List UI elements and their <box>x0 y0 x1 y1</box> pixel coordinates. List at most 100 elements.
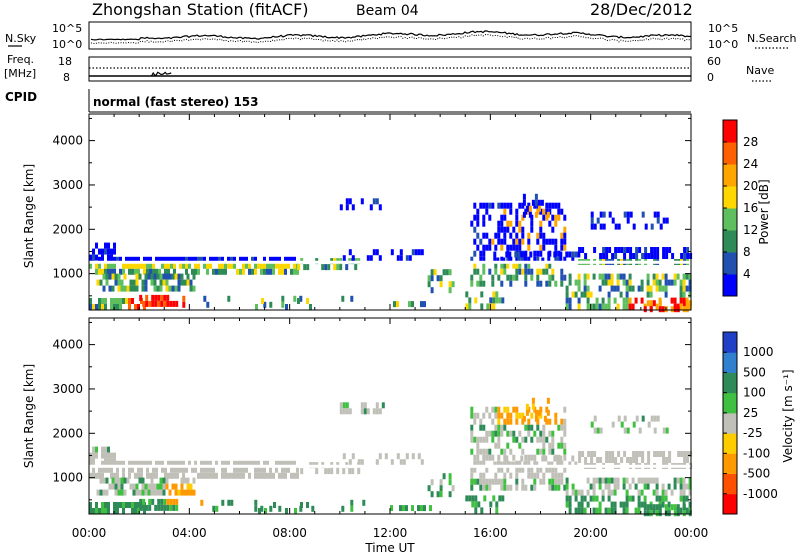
x-tick-labels: 00:00 04:00 08:00 12:00 16:00 20:00 00:00 <box>72 526 709 540</box>
velocity-cell <box>520 455 524 462</box>
power-cell <box>506 202 510 209</box>
power-cell <box>287 262 290 269</box>
power-cell <box>548 274 552 281</box>
velocity-cell <box>137 460 140 467</box>
power-cell <box>623 247 627 253</box>
velocity-cell <box>506 460 510 467</box>
power-cell <box>479 202 483 209</box>
velocity-cell <box>631 477 635 484</box>
velocity-cell <box>126 477 130 484</box>
velocity-cell <box>306 502 309 508</box>
power-cell <box>571 257 575 264</box>
power-cell <box>146 262 149 269</box>
velocity-cell <box>667 501 671 508</box>
velocity-cell <box>402 459 406 466</box>
power-cell <box>559 257 563 264</box>
power-cell <box>610 279 614 286</box>
power-cell <box>197 268 200 275</box>
velocity-cell <box>242 460 245 467</box>
velocity-cell <box>683 457 687 463</box>
noise-sky-line <box>90 30 692 41</box>
power-cell <box>119 268 122 275</box>
power-cell <box>568 251 572 258</box>
power-cell <box>503 262 507 269</box>
power-cell <box>163 300 167 307</box>
velocity-cell <box>345 408 349 415</box>
velocity-cell <box>142 498 146 505</box>
velocity-cell <box>336 468 340 475</box>
power-cell <box>665 217 669 224</box>
velocity-cell <box>531 403 535 410</box>
velocity-cell <box>101 452 104 459</box>
velocity-cell <box>682 489 686 496</box>
power-cell <box>491 280 495 287</box>
velocity-cell <box>530 484 534 491</box>
power-cell <box>119 298 122 304</box>
velocity-cell <box>230 499 234 506</box>
velocity-cell <box>147 489 151 496</box>
power-cell <box>628 279 632 286</box>
power-cell <box>661 306 665 313</box>
velocity-cell <box>518 430 522 437</box>
power-cell <box>664 279 668 286</box>
velocity-cell <box>563 406 567 413</box>
velocity-cell <box>116 460 119 467</box>
velocity-cell <box>287 466 290 473</box>
power-cell <box>494 232 498 239</box>
velocity-cell <box>248 460 251 467</box>
power-cell <box>614 253 618 259</box>
power-cell <box>269 256 272 263</box>
velocity-cell <box>114 483 118 490</box>
velocity-cell <box>488 412 492 419</box>
power-cell <box>128 304 131 310</box>
power-cell <box>92 248 95 255</box>
power-cell <box>643 306 647 313</box>
power-cell <box>551 226 555 233</box>
velocity-cell <box>123 477 127 484</box>
velocity-cell <box>360 402 364 409</box>
velocity-cell <box>605 457 609 463</box>
power-cell <box>89 262 92 269</box>
velocity-cell <box>209 460 212 467</box>
velocity-cell <box>563 424 567 431</box>
power-cell <box>170 262 173 269</box>
velocity-cell <box>399 505 402 512</box>
velocity-cell <box>102 477 106 484</box>
power-cell <box>296 268 299 275</box>
velocity-cell <box>170 460 173 467</box>
velocity-cell <box>551 478 555 485</box>
velocity-cell <box>474 507 478 514</box>
power-cell <box>559 251 563 258</box>
velocity-cell <box>537 409 541 416</box>
velocity-cell <box>339 408 343 415</box>
velocity-cell <box>169 504 173 511</box>
velocity-cell <box>679 477 683 484</box>
velocity-cell <box>613 507 617 514</box>
velocity-cell <box>512 406 516 413</box>
velocity-cell <box>673 477 677 484</box>
power-cell <box>230 256 233 263</box>
velocity-cell <box>399 459 403 466</box>
velocity-cell <box>557 484 561 491</box>
power-cell <box>542 268 546 275</box>
velocity-cell <box>685 483 689 490</box>
velocity-cell <box>116 466 119 473</box>
velocity-cell <box>607 495 611 502</box>
velocity-cell <box>527 418 531 425</box>
power-cell <box>482 250 486 257</box>
velocity-cell <box>604 477 608 484</box>
velocity-cell <box>533 430 537 437</box>
velocity-cell <box>470 412 474 419</box>
power-cell <box>515 220 519 227</box>
velocity-cell <box>188 460 191 467</box>
power-cell <box>137 256 140 263</box>
velocity-cell <box>154 504 158 511</box>
power-cell <box>524 274 528 281</box>
power-cell <box>303 264 307 271</box>
velocity-cell <box>135 489 139 496</box>
velocity-cell <box>506 430 510 437</box>
velocity-cell <box>342 453 346 460</box>
velocity-cell <box>360 459 364 466</box>
power-cell <box>644 253 648 259</box>
velocity-cell <box>646 477 650 484</box>
